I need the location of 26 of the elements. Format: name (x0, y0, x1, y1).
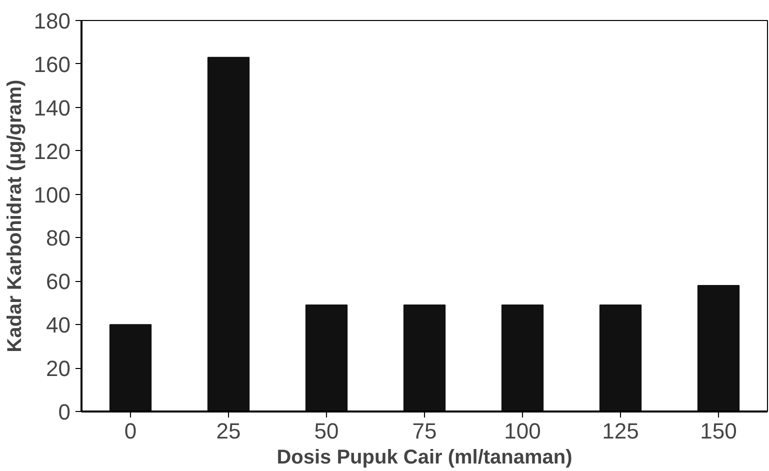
bar (501, 304, 544, 412)
y-axis-title: Kadar Karbohidrat (µg/gram) (4, 80, 26, 352)
x-axis-title: Dosis Pupuk Cair (ml/tanaman) (276, 446, 572, 468)
x-tick-label: 75 (412, 418, 437, 444)
y-tick-label: 180 (34, 8, 71, 34)
x-tick-label: 25 (216, 418, 241, 444)
y-tick-label: 100 (34, 182, 71, 208)
y-tick-label: 60 (46, 269, 71, 294)
bar (403, 304, 446, 412)
y-tick-label: 0 (58, 400, 71, 424)
bar (697, 285, 740, 412)
y-tick-label: 140 (34, 95, 71, 120)
bar (109, 324, 152, 412)
y-tick-label: 40 (46, 312, 71, 338)
y-tick-label: 20 (46, 356, 71, 382)
x-tick-label: 100 (504, 418, 541, 444)
bar (305, 304, 348, 412)
y-tick-label: 120 (34, 138, 71, 164)
x-tick-label: 50 (314, 418, 339, 444)
y-tick-label: 80 (46, 226, 71, 251)
y-tick-label: 160 (34, 52, 71, 77)
bar (599, 304, 642, 412)
x-tick-label: 0 (124, 418, 137, 444)
bar (207, 56, 250, 412)
x-tick-label: 125 (602, 418, 639, 444)
x-tick-label: 150 (700, 418, 737, 444)
